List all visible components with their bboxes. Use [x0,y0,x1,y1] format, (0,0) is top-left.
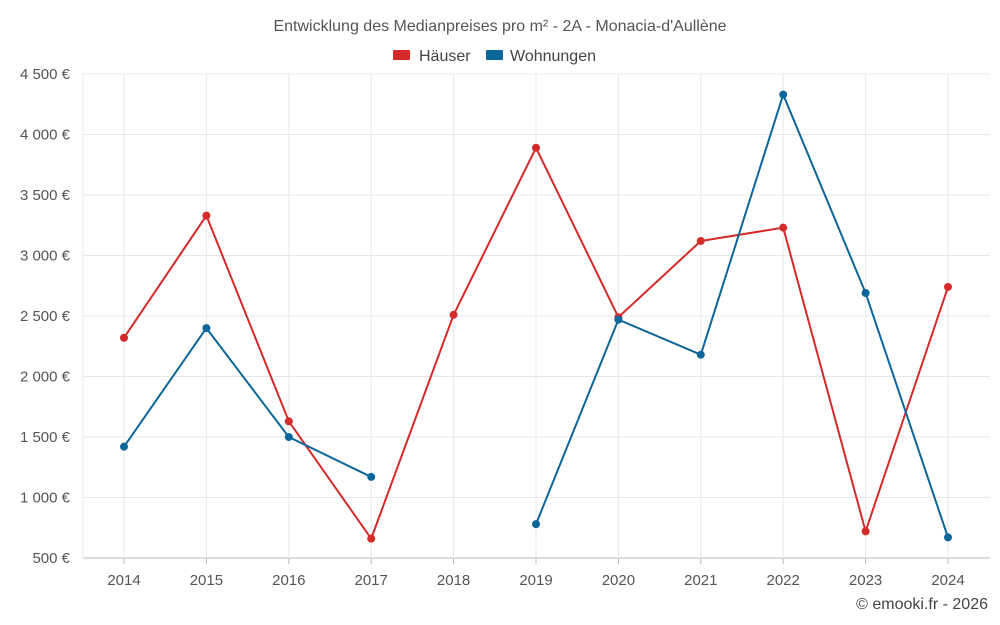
x-tick-label: 2022 [767,572,800,589]
data-point-wohnungen[interactable] [202,324,211,333]
y-axis: 500 € 1 000 € 1 500 € 2 000 € 2 500 € 3 000 €… [20,66,71,567]
series-line-wohnungen [535,93,949,538]
x-axis: 2014 2015 2016 2017 2018 2019 2020 2021 2022 2023… [107,558,965,589]
y-tick-label: 500 € [32,550,70,567]
y-tick-label: 4 500 € [20,66,71,83]
data-point-haeuser[interactable] [944,282,952,291]
data-point-haeuser[interactable] [449,310,458,319]
y-tick-label: 3 000 € [20,248,71,265]
y-tick-label: 4 000 € [20,127,71,144]
data-point-wohnungen[interactable] [284,433,293,441]
x-tick-label: 2020 [602,572,635,589]
chart-title: Entwicklung des Medianpreises pro m² - 2… [273,18,726,35]
legend-swatch-haeuser [393,50,410,60]
data-point-wohnungen[interactable] [614,315,623,324]
x-tick-label: 2018 [437,572,470,589]
data-point-haeuser[interactable] [779,223,788,232]
data-point-haeuser[interactable] [532,143,540,152]
data-point-haeuser[interactable] [861,527,870,536]
legend[interactable]: Häuser Wohnungen [393,48,596,65]
data-point-haeuser[interactable] [202,211,211,220]
data-point-haeuser[interactable] [120,333,128,342]
series-wohnungen [120,90,952,542]
y-tick-label: 1 000 € [20,490,71,507]
data-point-wohnungen[interactable] [120,442,128,451]
x-tick-label: 2024 [931,572,964,589]
data-point-wohnungen[interactable] [944,533,952,542]
legend-swatch-wohnungen [486,50,503,60]
x-tick-label: 2023 [849,572,882,589]
x-tick-label: 2017 [355,572,388,589]
legend-label-haeuser[interactable]: Häuser [419,48,471,65]
x-tick-label: 2019 [519,572,552,589]
x-tick-label: 2014 [107,572,140,589]
x-tick-label: 2016 [272,572,305,589]
y-tick-label: 1 500 € [20,429,71,446]
data-point-wohnungen[interactable] [367,472,376,481]
legend-label-wohnungen[interactable]: Wohnungen [510,48,596,65]
series [120,90,952,543]
data-point-haeuser[interactable] [696,236,705,245]
series-line-wohnungen [123,327,372,478]
y-tick-label: 3 500 € [20,187,71,204]
data-point-wohnungen[interactable] [696,350,705,359]
data-point-haeuser[interactable] [284,417,293,426]
data-point-haeuser[interactable] [367,534,376,543]
x-tick-label: 2021 [684,572,717,589]
y-tick-label: 2 000 € [20,369,71,386]
series-haeuser [120,143,952,543]
x-tick-label: 2015 [190,572,223,589]
data-point-wohnungen[interactable] [861,289,870,298]
credit-text: © emooki.fr - 2026 [856,596,988,613]
data-point-wohnungen[interactable] [779,90,788,99]
y-tick-label: 2 500 € [20,308,71,325]
data-point-wohnungen[interactable] [532,520,540,529]
